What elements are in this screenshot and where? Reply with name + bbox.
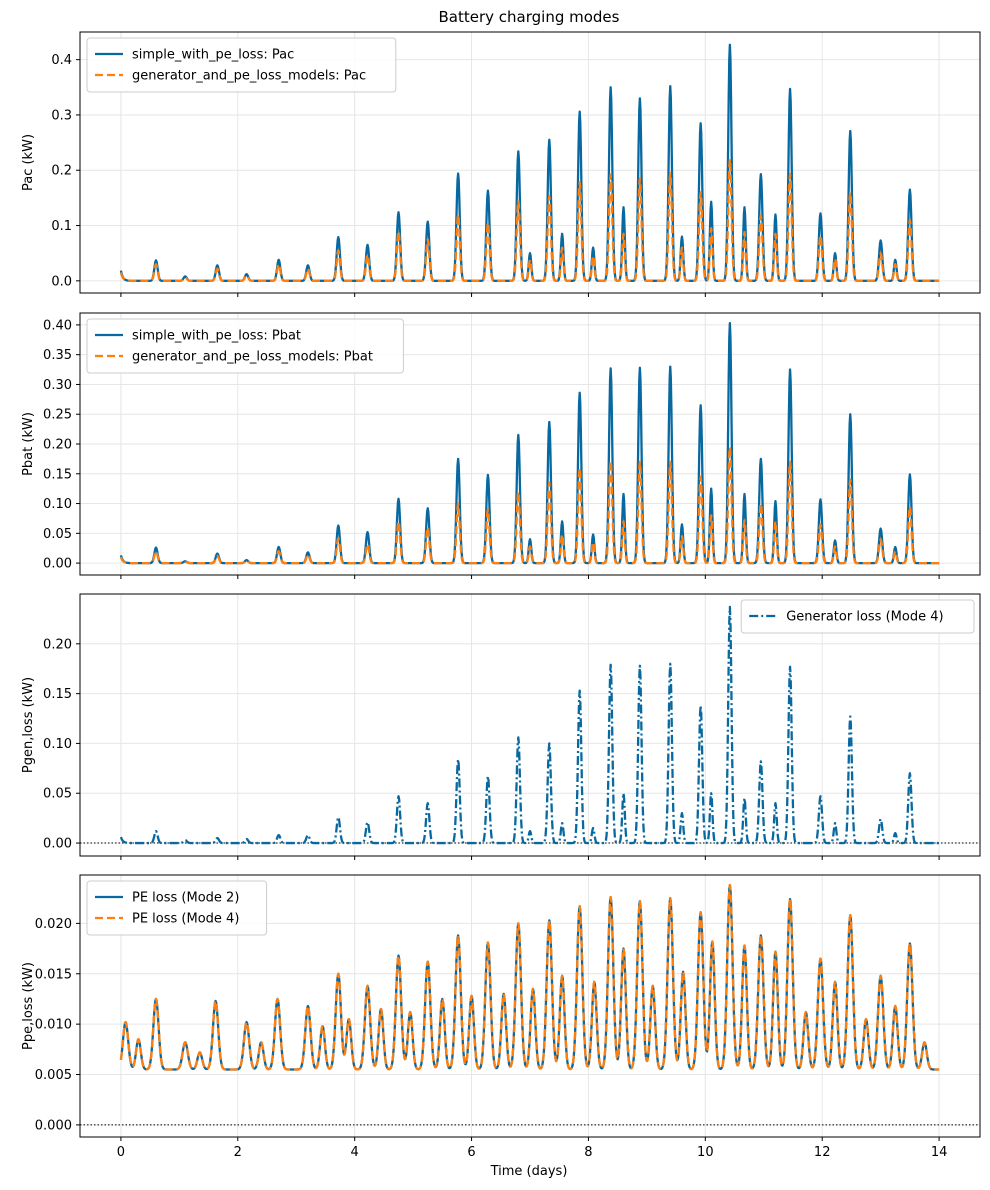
y-tick-label: 0.15 xyxy=(43,467,72,482)
y-tick-label: 0.30 xyxy=(43,378,72,393)
legend: Generator loss (Mode 4) xyxy=(740,599,975,634)
y-tick-label: 0.00 xyxy=(43,557,72,572)
y-axis-label: Pbat (kW) xyxy=(21,412,36,476)
y-tick-label: 0.15 xyxy=(43,687,72,702)
y-tick-label: 0.20 xyxy=(43,637,72,652)
legend: simple_with_pe_loss: Pbat generator_and_p… xyxy=(86,318,404,374)
y-tick-label: 0.10 xyxy=(43,737,72,752)
x-tick-label: 14 xyxy=(931,1145,948,1160)
y-tick-label: 0.25 xyxy=(43,408,72,423)
y-tick-label: 0.2 xyxy=(51,164,72,179)
y-tick-label: 0.3 xyxy=(51,108,72,123)
x-axis-label: Time (days) xyxy=(490,1164,568,1179)
y-tick-label: 0.4 xyxy=(51,53,72,68)
panel-1: 0.0 0.1 0.2 0.3 0.4 Pac (kW) simple_with_pe_lo… xyxy=(21,31,981,297)
y-tick-label: 0.0 xyxy=(51,274,72,289)
panels: 0.0 0.1 0.2 0.3 0.4 Pac (kW) simple_with_pe_lo… xyxy=(21,31,981,1160)
x-tick-label: 2 xyxy=(234,1145,242,1160)
y-axis-label: Pac (kW) xyxy=(21,134,36,191)
legend-box xyxy=(86,37,397,93)
legend-label: generator_and_pe_loss_models: Pbat xyxy=(132,350,373,365)
y-tick-label: 0.010 xyxy=(35,1018,72,1033)
series-line-2 xyxy=(119,445,940,565)
x-tick-label: 4 xyxy=(351,1145,359,1160)
y-tick-label: 0.10 xyxy=(43,497,72,512)
legend: simple_with_pe_loss: Pac generator_and_pe… xyxy=(86,37,397,93)
y-tick-label: 0.20 xyxy=(43,438,72,453)
legend-box xyxy=(86,318,404,374)
panel-4: 0 2 4 6 8 10 12 14 0.000 0.005 0.010 0.015 0.020 Ppe,… xyxy=(21,874,981,1160)
x-tick-label: 10 xyxy=(697,1145,714,1160)
legend-label: PE loss (Mode 2) xyxy=(132,891,239,906)
plot-frame xyxy=(79,31,981,294)
panel-2: 0.00 0.05 0.10 0.15 0.20 0.25 0.30 0.35 0.40 Pbat… xyxy=(21,312,981,579)
y-tick-label: 0.00 xyxy=(43,837,72,852)
series-line-1 xyxy=(119,605,940,845)
figure-title: Battery charging modes xyxy=(439,8,620,26)
y-tick-label: 0.020 xyxy=(35,917,72,932)
series-line-1 xyxy=(119,43,940,282)
legend-label: simple_with_pe_loss: Pbat xyxy=(132,329,301,344)
x-tick-label: 0 xyxy=(117,1145,125,1160)
series-line-2 xyxy=(119,883,940,1071)
y-axis-label: Ppe,loss (kW) xyxy=(21,962,36,1050)
y-tick-label: 0.000 xyxy=(35,1118,72,1133)
y-tick-label: 0.05 xyxy=(43,787,72,802)
plot-frame xyxy=(79,874,981,1138)
x-tick-label: 6 xyxy=(467,1145,475,1160)
legend: PE loss (Mode 2) PE loss (Mode 4) xyxy=(86,880,268,936)
y-tick-label: 0.05 xyxy=(43,527,72,542)
y-tick-label: 0.35 xyxy=(43,348,72,363)
legend-label: PE loss (Mode 4) xyxy=(132,912,239,927)
y-tick-label: 0.015 xyxy=(35,967,72,982)
y-tick-label: 0.1 xyxy=(51,219,72,234)
x-tick-label: 8 xyxy=(584,1145,592,1160)
legend-box xyxy=(740,599,975,634)
legend-label: Generator loss (Mode 4) xyxy=(786,610,943,625)
y-axis-label: Pgen,loss (kW) xyxy=(21,677,36,773)
x-tick-label: 12 xyxy=(814,1145,831,1160)
y-tick-label: 0.40 xyxy=(43,318,72,333)
y-tick-label: 0.005 xyxy=(35,1068,72,1083)
panel-3: 0.00 0.05 0.10 0.15 0.20 Pgen,loss (kW) Genera… xyxy=(21,593,981,860)
legend-label: simple_with_pe_loss: Pac xyxy=(132,48,294,63)
legend-box xyxy=(86,880,268,936)
legend-label: generator_and_pe_loss_models: Pac xyxy=(132,69,366,84)
plot-frame xyxy=(79,593,981,857)
